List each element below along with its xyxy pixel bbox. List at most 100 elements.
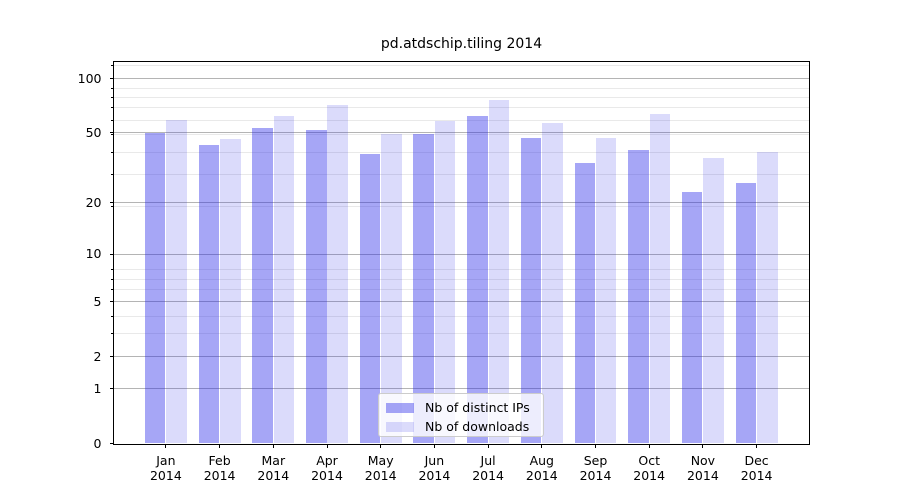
gridline-major xyxy=(114,202,809,204)
bar-distinct-ips xyxy=(735,183,757,444)
x-tick xyxy=(648,444,650,448)
x-tick-label: Apr 2014 xyxy=(299,453,355,483)
x-tick-label: Jun 2014 xyxy=(406,453,462,483)
y-tick xyxy=(109,443,114,444)
x-tick-month: Jul xyxy=(480,452,496,468)
y-tick xyxy=(109,388,114,390)
x-tick-label: Sep 2014 xyxy=(568,453,624,483)
bar-downloads xyxy=(757,152,778,444)
legend-item-distinct-ips: Nb of distinct IPs xyxy=(386,398,533,417)
gridline-minor xyxy=(114,206,809,208)
bar-distinct-ips xyxy=(681,192,703,444)
y-tick xyxy=(109,132,114,134)
bar-downloads xyxy=(595,137,617,444)
x-tick-year: 2014 xyxy=(364,467,397,483)
y-tick-minor xyxy=(111,133,114,135)
gridline-major xyxy=(114,301,809,303)
y-tick-minor xyxy=(111,269,114,271)
y-tick xyxy=(109,301,114,303)
bar-downloads xyxy=(542,122,563,444)
y-tick xyxy=(109,356,114,358)
x-tick-month: Jan xyxy=(156,452,176,468)
gridline-minor xyxy=(114,315,809,317)
x-tick-month: Dec xyxy=(744,452,769,468)
bar-downloads xyxy=(166,120,187,444)
y-tick-label: 20 xyxy=(85,194,102,210)
bar-distinct-ips xyxy=(252,128,273,444)
x-tick-label: Dec 2014 xyxy=(729,453,785,483)
x-tick xyxy=(326,444,328,448)
gridline-major xyxy=(114,132,809,134)
y-tick-minor xyxy=(111,315,114,317)
y-tick-minor xyxy=(111,119,114,121)
bar-distinct-ips xyxy=(413,134,434,444)
y-tick-minor xyxy=(111,206,114,208)
x-tick-year: 2014 xyxy=(203,467,236,483)
x-tick-year: 2014 xyxy=(311,467,343,483)
x-tick xyxy=(756,444,758,448)
gridline-minor xyxy=(114,96,809,98)
y-tick-minor xyxy=(111,87,114,89)
legend-swatch-downloads xyxy=(386,421,414,432)
y-tick-minor xyxy=(111,151,114,153)
x-tick-year: 2014 xyxy=(149,467,182,483)
bar-downloads xyxy=(327,104,348,444)
gridline-minor xyxy=(114,174,809,176)
y-tick-minor xyxy=(111,174,114,176)
y-tick-minor xyxy=(111,64,114,66)
x-tick-year: 2014 xyxy=(740,467,773,483)
bar-distinct-ips xyxy=(306,129,327,444)
gridline-minor xyxy=(114,289,809,291)
x-tick-year: 2014 xyxy=(525,467,558,483)
x-tick-year: 2014 xyxy=(633,467,666,483)
x-tick-year: 2014 xyxy=(686,467,719,483)
y-tick xyxy=(109,78,114,80)
bar-distinct-ips xyxy=(574,162,596,444)
x-tick-month: Jun xyxy=(424,452,445,468)
y-tick-minor xyxy=(111,107,114,109)
legend-label-distinct-ips: Nb of distinct IPs xyxy=(425,400,530,415)
legend-swatch-distinct-ips xyxy=(386,402,414,413)
x-tick-label: Jan 2014 xyxy=(138,453,194,483)
y-tick-label: 2 xyxy=(93,348,102,364)
x-tick-month: Nov xyxy=(690,452,716,468)
x-tick-label: Nov 2014 xyxy=(675,453,731,483)
x-tick-label: Jul 2014 xyxy=(460,453,516,483)
x-tick-year: 2014 xyxy=(579,467,612,483)
gridline-minor xyxy=(114,151,809,153)
bar-distinct-ips xyxy=(520,137,542,444)
x-tick-label: May 2014 xyxy=(353,453,409,483)
x-tick-month: Mar xyxy=(261,452,286,468)
bar-downloads xyxy=(649,113,671,444)
x-tick xyxy=(433,444,435,448)
x-tick-year: 2014 xyxy=(472,467,504,483)
gridline-minor xyxy=(114,133,809,135)
x-tick xyxy=(595,444,596,448)
bar-downloads xyxy=(273,116,295,444)
x-tick xyxy=(165,444,167,448)
x-tick-month: Feb xyxy=(208,452,231,468)
x-tick-year: 2014 xyxy=(418,467,451,483)
y-tick-minor xyxy=(111,289,114,291)
x-tick-month: Sep xyxy=(583,452,608,468)
bar-distinct-ips xyxy=(359,154,381,444)
y-tick-label: 1 xyxy=(93,380,102,396)
gridline-minor xyxy=(114,107,809,109)
legend: Nb of distinct IPs Nb of downloads xyxy=(378,393,544,437)
y-tick-label: 5 xyxy=(93,293,102,309)
x-tick-month: May xyxy=(367,452,394,468)
y-tick-minor xyxy=(111,333,114,335)
x-tick-month: Oct xyxy=(638,452,660,468)
bar-downloads xyxy=(488,100,510,444)
x-tick xyxy=(272,444,274,448)
y-tick-label: 100 xyxy=(77,70,102,86)
y-tick xyxy=(109,202,114,204)
x-tick xyxy=(702,444,704,448)
x-tick-year: 2014 xyxy=(257,467,290,483)
gridline-major xyxy=(114,388,809,390)
gridline-minor xyxy=(114,269,809,271)
x-tick-month: Apr xyxy=(316,452,338,468)
x-tick xyxy=(541,444,543,448)
y-tick-label: 10 xyxy=(85,246,102,262)
